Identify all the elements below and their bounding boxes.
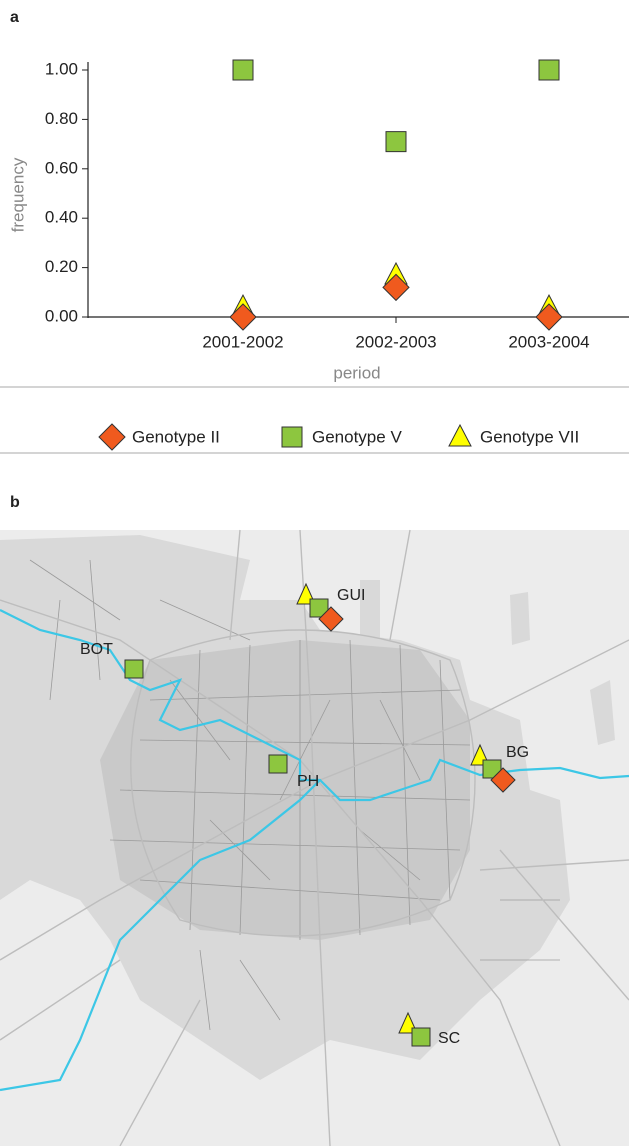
point [229, 303, 257, 331]
y-tick-label: 0.40 [45, 208, 78, 227]
point [538, 59, 560, 81]
site-label: PH [297, 773, 319, 790]
x-axis-label: period [333, 363, 380, 382]
x-tick-label: 2002-2003 [355, 332, 436, 351]
legend-label: Genotype II [132, 427, 220, 446]
genotype-v-marker [124, 659, 144, 679]
point [535, 303, 563, 331]
x-tick-label: 2003-2004 [508, 332, 589, 351]
site-label: BG [506, 744, 529, 761]
plot-area: 0.00 0.20 0.40 0.60 0.80 1.00 2001-2002 2002-20… [45, 59, 590, 351]
site-label: SC [438, 1030, 460, 1047]
legend-marker [448, 423, 472, 447]
map: GUI BOT PH BG SC [0, 529, 629, 1146]
legend-marker [98, 423, 126, 451]
legend-label: Genotype VII [480, 427, 579, 446]
point [382, 273, 410, 302]
y-tick-label: 0.20 [45, 257, 78, 276]
y-tick-label: 0.80 [45, 109, 78, 128]
legend-label: Genotype V [312, 427, 402, 446]
site-label: GUI [337, 587, 365, 604]
y-tick-label: 0.60 [45, 158, 78, 177]
genotype-ii-marker [490, 767, 516, 793]
genotype-v-marker [482, 759, 502, 779]
site-label: BOT [80, 641, 113, 658]
genotype-v-marker [411, 1027, 431, 1047]
genotype-ii-marker [318, 606, 344, 632]
y-tick-label: 1.00 [45, 59, 78, 78]
panel-label: a [10, 9, 19, 26]
point [385, 131, 407, 153]
x-tick-label: 2001-2002 [202, 332, 283, 351]
river [0, 779, 321, 1092]
site-markers [124, 582, 516, 1047]
streets [29, 559, 560, 1031]
y-tick-label: 0.00 [45, 306, 78, 325]
panel-label: b [10, 494, 20, 511]
y-axis-label: frequency [8, 157, 27, 232]
point [232, 59, 254, 81]
legend-marker [281, 426, 303, 448]
legend: Genotype II Genotype V Genotype VII [98, 423, 579, 451]
genotype-v-marker [309, 598, 329, 618]
genotype-v-marker [268, 754, 288, 774]
